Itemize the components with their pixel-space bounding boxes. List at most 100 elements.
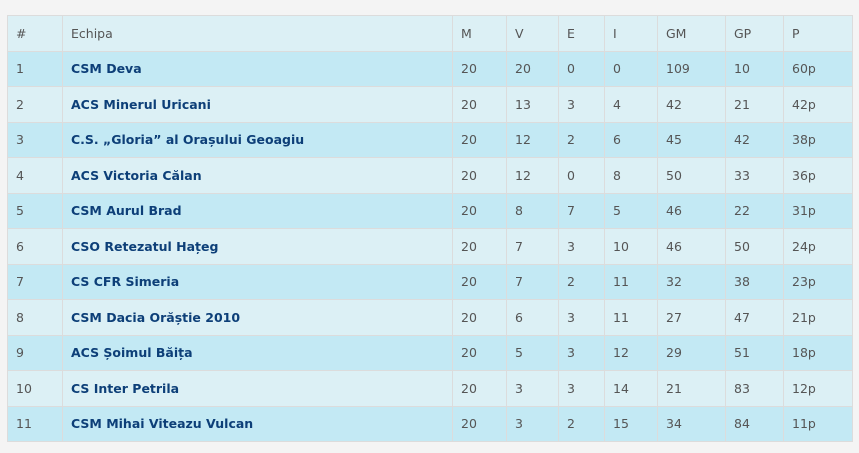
header-draws: E [558, 15, 605, 52]
cell-matches: 20 [452, 299, 507, 336]
cell-goals-against: 21 [725, 86, 784, 123]
table-row: 9 ACS Șoimul Băița 20 5 3 12 29 51 18p [7, 334, 853, 371]
table-row: 5 CSM Aurul Brad 20 8 7 5 46 22 31p [7, 192, 853, 229]
cell-points: 31p [783, 192, 853, 229]
cell-draws: 2 [558, 263, 605, 300]
header-goals-against: GP [725, 15, 784, 52]
cell-goals-for: 46 [657, 192, 726, 229]
cell-losses: 4 [604, 86, 658, 123]
cell-draws: 7 [558, 192, 605, 229]
cell-team: CSM Mihai Viteazu Vulcan [62, 405, 453, 442]
cell-team: CS Inter Petrila [62, 370, 453, 407]
cell-team: C.S. „Gloria” al Orașului Geoagiu [62, 121, 453, 158]
cell-goals-against: 10 [725, 50, 784, 87]
cell-goals-for: 27 [657, 299, 726, 336]
cell-rank: 8 [7, 299, 63, 336]
header-wins: V [506, 15, 559, 52]
cell-goals-against: 83 [725, 370, 784, 407]
cell-matches: 20 [452, 86, 507, 123]
cell-goals-for: 45 [657, 121, 726, 158]
cell-goals-for: 109 [657, 50, 726, 87]
cell-team: ACS Minerul Uricani [62, 86, 453, 123]
cell-points: 21p [783, 299, 853, 336]
cell-matches: 20 [452, 50, 507, 87]
cell-points: 11p [783, 405, 853, 442]
cell-rank: 6 [7, 228, 63, 265]
cell-wins: 7 [506, 228, 559, 265]
cell-points: 23p [783, 263, 853, 300]
cell-losses: 0 [604, 50, 658, 87]
cell-goals-against: 33 [725, 157, 784, 194]
cell-losses: 6 [604, 121, 658, 158]
table-row: 4 ACS Victoria Călan 20 12 0 8 50 33 36p [7, 157, 853, 194]
cell-points: 38p [783, 121, 853, 158]
table-row: 1 CSM Deva 20 20 0 0 109 10 60p [7, 50, 853, 87]
cell-matches: 20 [452, 228, 507, 265]
table-row: 6 CSO Retezatul Hațeg 20 7 3 10 46 50 24p [7, 228, 853, 265]
cell-wins: 6 [506, 299, 559, 336]
cell-matches: 20 [452, 370, 507, 407]
cell-goals-for: 34 [657, 405, 726, 442]
cell-goals-for: 46 [657, 228, 726, 265]
cell-points: 60p [783, 50, 853, 87]
table-row: 10 CS Inter Petrila 20 3 3 14 21 83 12p [7, 370, 853, 407]
cell-draws: 3 [558, 299, 605, 336]
cell-losses: 12 [604, 334, 658, 371]
cell-draws: 3 [558, 228, 605, 265]
cell-losses: 8 [604, 157, 658, 194]
cell-goals-for: 21 [657, 370, 726, 407]
cell-team: CSM Deva [62, 50, 453, 87]
cell-points: 24p [783, 228, 853, 265]
cell-rank: 9 [7, 334, 63, 371]
table-header: # Echipa M V E I GM GP P [7, 15, 853, 52]
cell-rank: 1 [7, 50, 63, 87]
cell-draws: 3 [558, 370, 605, 407]
cell-wins: 3 [506, 370, 559, 407]
cell-wins: 3 [506, 405, 559, 442]
table-row: 3 C.S. „Gloria” al Orașului Geoagiu 20 12 2 6… [7, 121, 853, 158]
cell-team: CSM Aurul Brad [62, 192, 453, 229]
cell-matches: 20 [452, 192, 507, 229]
cell-losses: 5 [604, 192, 658, 229]
header-rank: # [7, 15, 63, 52]
cell-losses: 15 [604, 405, 658, 442]
cell-wins: 13 [506, 86, 559, 123]
table-row: 8 CSM Dacia Orăștie 2010 20 6 3 11 27 47 21p [7, 299, 853, 336]
cell-goals-for: 29 [657, 334, 726, 371]
cell-points: 36p [783, 157, 853, 194]
cell-wins: 12 [506, 157, 559, 194]
cell-rank: 10 [7, 370, 63, 407]
cell-rank: 3 [7, 121, 63, 158]
cell-goals-for: 42 [657, 86, 726, 123]
cell-matches: 20 [452, 121, 507, 158]
cell-goals-against: 84 [725, 405, 784, 442]
cell-rank: 2 [7, 86, 63, 123]
cell-goals-against: 42 [725, 121, 784, 158]
header-matches: M [452, 15, 507, 52]
cell-goals-against: 22 [725, 192, 784, 229]
cell-goals-against: 47 [725, 299, 784, 336]
cell-draws: 0 [558, 50, 605, 87]
cell-goals-against: 51 [725, 334, 784, 371]
cell-points: 42p [783, 86, 853, 123]
cell-rank: 7 [7, 263, 63, 300]
cell-draws: 0 [558, 157, 605, 194]
cell-rank: 4 [7, 157, 63, 194]
cell-losses: 14 [604, 370, 658, 407]
cell-team: ACS Victoria Călan [62, 157, 453, 194]
cell-wins: 8 [506, 192, 559, 229]
table-row: 11 CSM Mihai Viteazu Vulcan 20 3 2 15 34 84 11p [7, 405, 853, 442]
cell-wins: 7 [506, 263, 559, 300]
cell-points: 18p [783, 334, 853, 371]
cell-losses: 10 [604, 228, 658, 265]
cell-draws: 2 [558, 405, 605, 442]
cell-wins: 12 [506, 121, 559, 158]
cell-wins: 5 [506, 334, 559, 371]
cell-goals-for: 32 [657, 263, 726, 300]
cell-matches: 20 [452, 405, 507, 442]
header-losses: I [604, 15, 658, 52]
cell-points: 12p [783, 370, 853, 407]
cell-goals-for: 50 [657, 157, 726, 194]
cell-team: ACS Șoimul Băița [62, 334, 453, 371]
cell-wins: 20 [506, 50, 559, 87]
